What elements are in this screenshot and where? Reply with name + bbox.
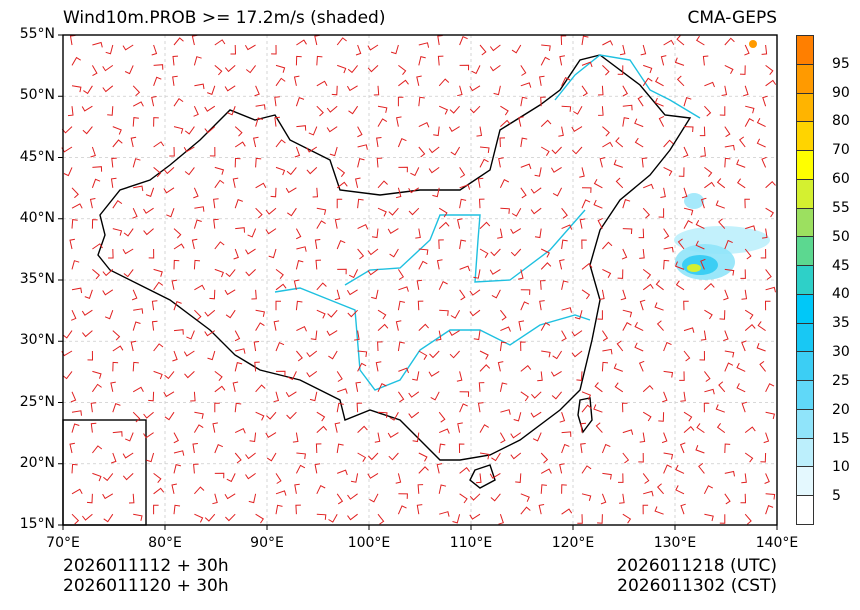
- colorbar-label: 35: [832, 315, 850, 332]
- colorbar-swatch: [797, 237, 813, 267]
- valid-utc: 2026011218 (UTC): [616, 556, 777, 576]
- lat-tick-label: 50°N: [19, 87, 55, 104]
- lon-tick-label: 130°E: [653, 535, 697, 551]
- colorbar-label: 95: [832, 55, 850, 72]
- colorbar-swatch: [797, 409, 813, 439]
- colorbar-swatch: [797, 438, 813, 468]
- lat-tick-label: 15°N: [19, 516, 55, 532]
- chart-title: Wind10m.PROB >= 17.2m/s (shaded): [63, 8, 386, 28]
- colorbar-swatch: [797, 151, 813, 180]
- wind-barbs: [61, 34, 777, 525]
- lat-tick-label: 40°N: [19, 209, 55, 226]
- colorbar-swatch: [797, 467, 813, 497]
- colorbar-label: 60: [832, 171, 850, 188]
- colorbar-swatch: [797, 266, 813, 295]
- lon-tick-label: 100°E: [347, 535, 391, 551]
- lon-tick-label: 140°E: [755, 535, 799, 551]
- lon-tick-label: 110°E: [449, 535, 493, 551]
- colorbar-label: 15: [832, 430, 850, 447]
- probability-shading: [674, 40, 770, 280]
- lat-tick-label: 45°N: [19, 148, 55, 165]
- colorbar-swatch: [797, 179, 813, 209]
- colorbar-swatch: [797, 93, 813, 123]
- lat-tick-label: 35°N: [19, 271, 55, 287]
- colorbar-label: 10: [832, 459, 850, 476]
- colorbar-label: 40: [832, 286, 850, 303]
- colorbar-swatch: [797, 496, 813, 525]
- colorbar-swatch: [797, 64, 813, 94]
- colorbar-swatch: [797, 36, 813, 65]
- init-line-1: 2026011112 + 30h: [63, 556, 229, 576]
- colorbar-label: 70: [832, 142, 850, 159]
- lat-tick-label: 20°N: [19, 454, 55, 471]
- colorbar-label: 30: [832, 344, 850, 361]
- colorbar-label: 55: [832, 199, 850, 216]
- colorbar-label: 50: [832, 228, 850, 245]
- colorbar: [796, 35, 814, 525]
- colorbar-swatch: [797, 208, 813, 238]
- colorbar-swatch: [797, 122, 813, 152]
- init-line-2: 2026011120 + 30h: [63, 576, 229, 596]
- lon-tick-label: 120°E: [551, 535, 595, 551]
- valid-cst: 2026011302 (CST): [617, 576, 777, 596]
- lon-tick-label: 90°E: [250, 535, 284, 551]
- colorbar-label: 20: [832, 401, 850, 418]
- colorbar-swatch: [797, 352, 813, 382]
- colorbar-swatch: [797, 381, 813, 410]
- south-china-sea-inset: [62, 419, 147, 526]
- colorbar-label: 25: [832, 372, 850, 389]
- model-name: CMA-GEPS: [687, 8, 777, 28]
- lon-tick-label: 70°E: [46, 535, 80, 551]
- colorbar-label: 90: [832, 84, 850, 101]
- lat-tick-label: 25°N: [19, 393, 55, 410]
- gridlines: [63, 35, 777, 525]
- colorbar-label: 45: [832, 257, 850, 274]
- lon-tick-label: 80°E: [148, 535, 182, 551]
- lat-tick-label: 30°N: [19, 332, 55, 349]
- colorbar-swatch: [797, 323, 813, 353]
- valid-time: 2026011218 (UTC) 2026011302 (CST): [616, 556, 777, 596]
- rivers: [274, 54, 701, 391]
- country-boundary: [97, 54, 692, 489]
- colorbar-label: 5: [832, 488, 841, 505]
- colorbar-label: 80: [832, 113, 850, 130]
- lat-tick-label: 55°N: [19, 26, 55, 42]
- init-time: 2026011112 + 30h 2026011120 + 30h: [63, 556, 229, 596]
- colorbar-swatch: [797, 294, 813, 324]
